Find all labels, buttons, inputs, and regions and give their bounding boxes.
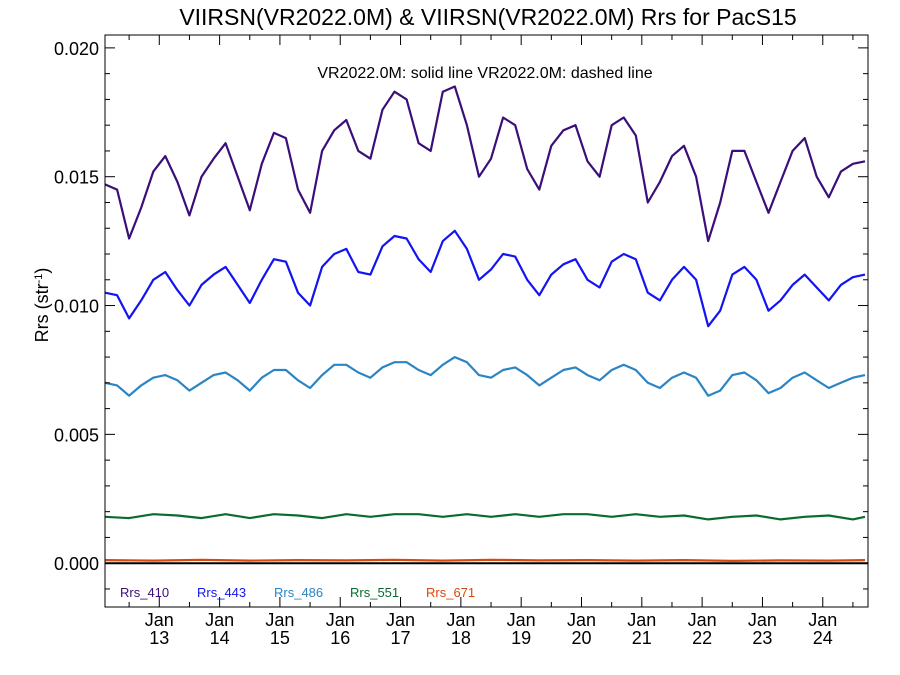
chart-annotation: VR2022.0M: solid line VR2022.0M: dashed …: [317, 65, 652, 82]
x-tick-day-label: 13: [149, 628, 169, 648]
x-tick-day-label: 18: [451, 628, 471, 648]
x-tick-day-label: 23: [752, 628, 772, 648]
y-tick-label: 0.010: [54, 297, 99, 317]
x-tick-month-label: Jan: [567, 610, 596, 630]
x-tick-day-label: 14: [210, 628, 230, 648]
x-tick-day-label: 21: [632, 628, 652, 648]
legend-entry-rrs-551: Rrs_551: [350, 585, 399, 600]
x-tick-month-label: Jan: [326, 610, 355, 630]
x-tick-month-label: Jan: [748, 610, 777, 630]
series-line-rrs-486: [104, 356, 866, 397]
y-axis-label: Rrs (str-1): [32, 268, 52, 343]
x-tick-day-label: 20: [571, 628, 591, 648]
series-line-rrs-443: [104, 229, 866, 328]
x-tick-day-label: 16: [330, 628, 350, 648]
y-tick-label: 0.005: [54, 425, 99, 445]
x-tick-month-label: Jan: [205, 610, 234, 630]
x-tick-month-label: Jan: [386, 610, 415, 630]
x-tick-month-label: Jan: [688, 610, 717, 630]
chart-title: VIIRSN(VR2022.0M) & VIIRSN(VR2022.0M) Rr…: [179, 4, 796, 30]
x-tick-day-label: 19: [511, 628, 531, 648]
series-line-rrs-410: [104, 85, 866, 243]
svg-text:Rrs (str-1): Rrs (str-1): [32, 268, 52, 343]
y-tick-label: 0.000: [54, 554, 99, 574]
x-tick-day-label: 17: [391, 628, 411, 648]
series-layer: [104, 85, 866, 563]
y-axis-label-sup: -1: [33, 274, 45, 284]
x-tick-month-label: Jan: [627, 610, 656, 630]
x-tick-month-label: Jan: [446, 610, 475, 630]
series-line-rrs-671: [104, 558, 866, 563]
y-tick-label: 0.020: [54, 39, 99, 59]
x-tick-day-label: 15: [270, 628, 290, 648]
x-tick-month-label: Jan: [265, 610, 294, 630]
axes: 0.0000.0050.0100.0150.020Jan13Jan14Jan15…: [54, 34, 869, 648]
y-axis-label-text: Rrs (str: [32, 283, 52, 342]
legend-entry-rrs-443: Rrs_443: [197, 585, 246, 600]
y-tick-label: 0.015: [54, 168, 99, 188]
y-axis-label-close: ): [32, 268, 52, 274]
x-tick-month-label: Jan: [507, 610, 536, 630]
legend-entry-rrs-486: Rrs_486: [274, 585, 323, 600]
series-line-rrs-551: [104, 513, 866, 521]
x-tick-day-label: 22: [692, 628, 712, 648]
x-tick-month-label: Jan: [808, 610, 837, 630]
legend-entry-rrs-671: Rrs_671: [426, 585, 475, 600]
legend-entry-rrs-410: Rrs_410: [120, 585, 169, 600]
x-tick-day-label: 24: [813, 628, 833, 648]
legend: Rrs_410 Rrs_443 Rrs_486 Rrs_551 Rrs_671: [120, 585, 475, 600]
x-tick-month-label: Jan: [145, 610, 174, 630]
plot-frame: [104, 34, 869, 608]
